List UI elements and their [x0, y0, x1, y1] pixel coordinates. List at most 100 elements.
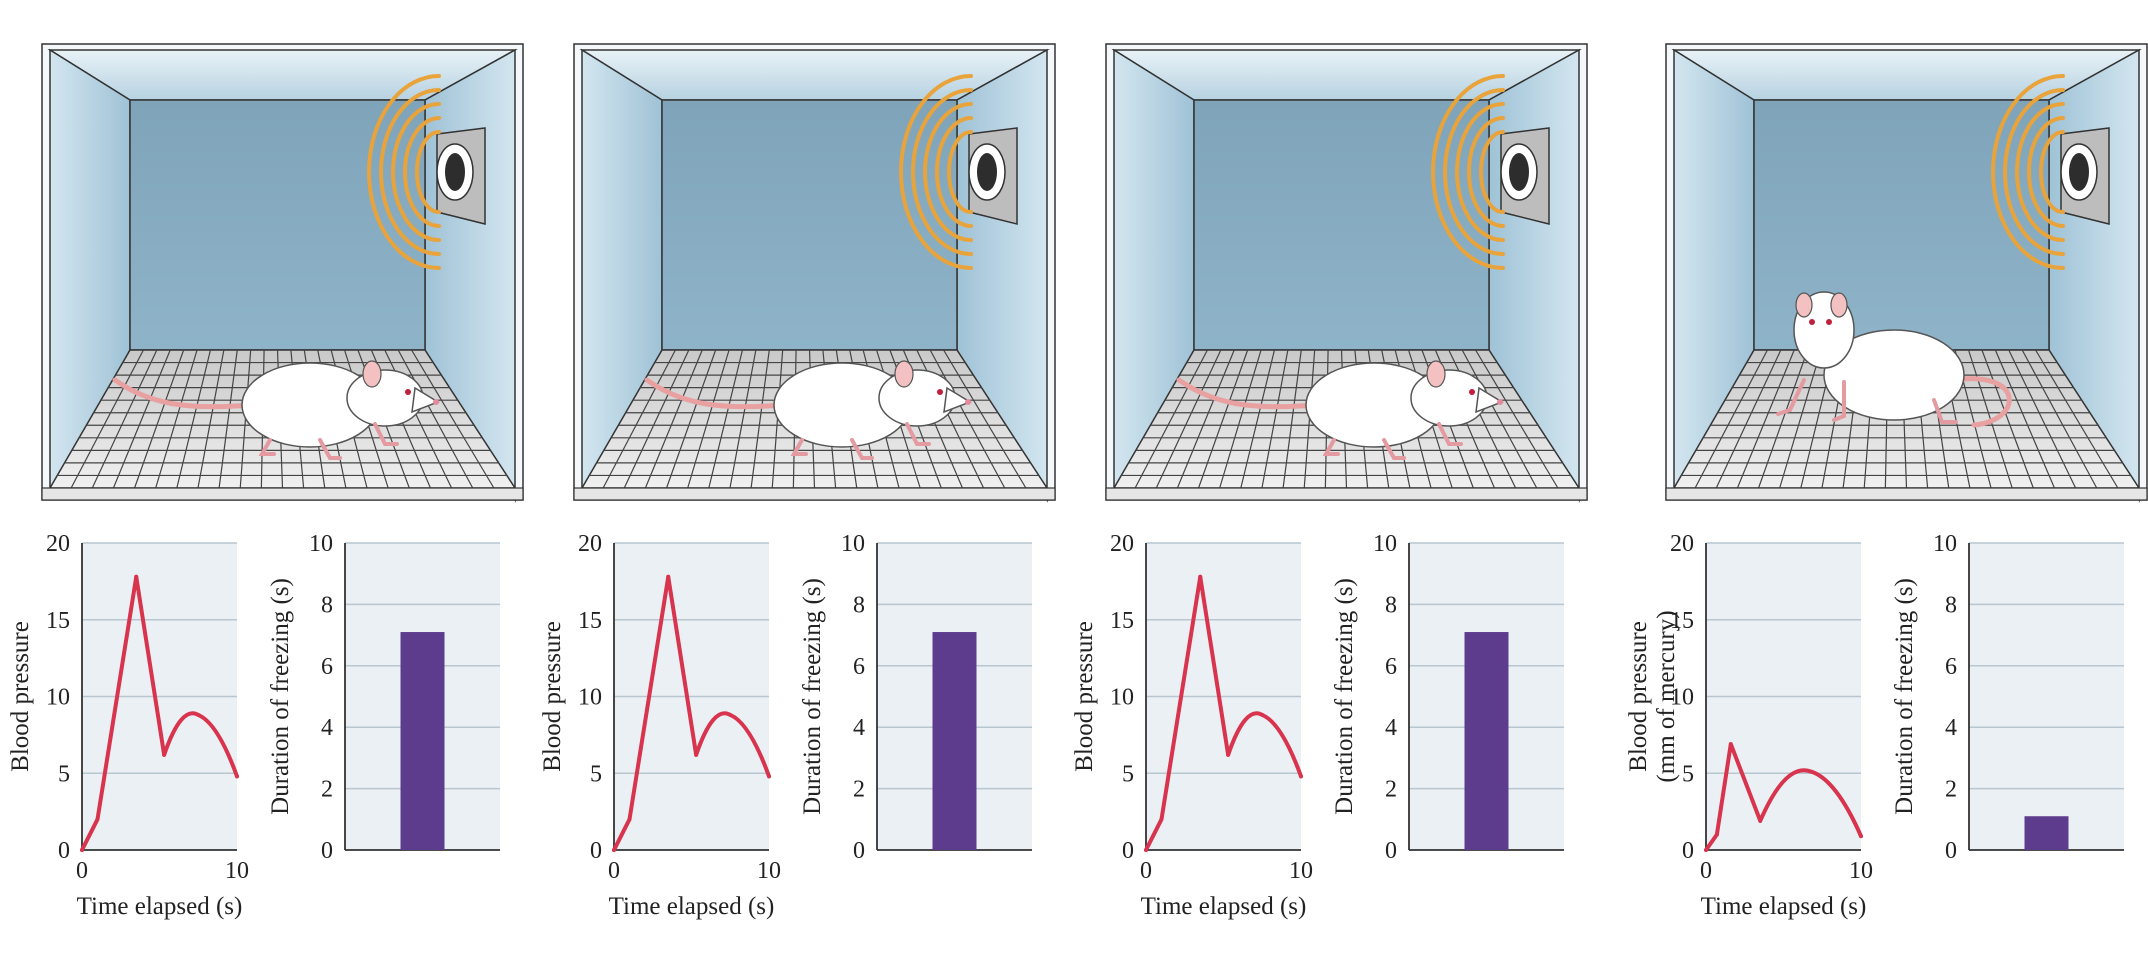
y-tick-label: 20 [578, 531, 602, 557]
x-tick-label: 10 [225, 858, 249, 884]
data-point [627, 817, 632, 822]
data-point [196, 712, 201, 717]
y-tick-label: 10 [1373, 531, 1397, 557]
y-tick-label: 0 [1385, 838, 1397, 864]
y-tick-label: 2 [1385, 777, 1397, 803]
freezing-duration-bar [400, 632, 445, 850]
y-axis-label: Blood pressure [7, 621, 34, 772]
data-point [134, 574, 139, 579]
y-tick-label: 5 [1122, 761, 1134, 787]
box-back-wall [1193, 99, 1490, 351]
y-tick-label: 10 [841, 531, 865, 557]
y-tick-label: 4 [1385, 715, 1397, 741]
x-axis-label: Time elapsed (s) [1141, 893, 1307, 920]
speaker-icon [436, 127, 486, 225]
rat-freezing-icon [1176, 360, 1504, 460]
data-point [1859, 834, 1863, 839]
data-point [767, 774, 771, 779]
y-tick-label: 6 [1385, 654, 1397, 680]
data-point [666, 574, 671, 579]
speaker-icon [968, 127, 1018, 225]
box-base [1665, 487, 2148, 501]
sound-waves-icon [367, 74, 441, 270]
data-point [1758, 818, 1763, 823]
y-tick-label: 0 [590, 838, 602, 864]
y-axis-label: Blood pressure [539, 621, 566, 772]
y-tick-label: 4 [321, 715, 333, 741]
y-tick-label: 8 [853, 592, 865, 618]
y-tick-label: 6 [321, 654, 333, 680]
y-tick-label: 8 [1945, 592, 1957, 618]
bar-chart-1: 0 2 4 6 8 10 Duration of freezing (s) [267, 531, 500, 864]
sound-waves-icon [1431, 74, 1505, 270]
freezing-duration-bar [1464, 632, 1509, 850]
line-chart-4: 0 5 10 15 20 0 10 Time elapsed (s) Blood pressur… [1625, 531, 1873, 920]
scene-4 [1665, 43, 2148, 503]
y-tick-label: 20 [1670, 531, 1694, 557]
y-tick-label: 0 [321, 838, 333, 864]
y-tick-label: 10 [1933, 531, 1957, 557]
bar-chart-4: 0 2 4 6 8 10 Duration of freezing (s) [1891, 531, 2124, 864]
y-tick-label: 0 [1682, 838, 1694, 864]
data-point [1728, 742, 1733, 747]
y-tick-label: 10 [309, 531, 333, 557]
x-axis-label: Time elapsed (s) [77, 893, 243, 920]
bar-chart-3: 0 2 4 6 8 10 Duration of freezing (s) [1331, 531, 1564, 864]
line-chart-3: 0 5 10 15 20 0 10 Time elapsed (s) Blood pressur… [1071, 531, 1313, 920]
sound-waves-icon [899, 74, 973, 270]
data-point [1226, 752, 1231, 757]
y-axis-label: Blood pressure [1071, 621, 1098, 772]
y-tick-label: 4 [1945, 715, 1957, 741]
x-tick-label: 0 [608, 858, 620, 884]
y-tick-label: 0 [853, 838, 865, 864]
y-tick-label: 0 [1945, 838, 1957, 864]
box-base [573, 487, 1056, 501]
box-base [41, 487, 524, 501]
y-tick-label: 4 [853, 715, 865, 741]
x-axis-label: Time elapsed (s) [1701, 893, 1867, 920]
y-axis-label: (mm of mercury) [1653, 610, 1680, 782]
rat-freezing-icon [112, 360, 440, 460]
y-tick-label: 2 [1945, 777, 1957, 803]
y-axis-label: Duration of freezing (s) [799, 578, 826, 815]
x-tick-label: 10 [757, 858, 781, 884]
y-axis-label: Blood pressure [1625, 621, 1652, 772]
y-tick-label: 20 [1110, 531, 1134, 557]
scene-1 [41, 43, 524, 503]
freezing-duration-bar [932, 632, 977, 850]
y-tick-label: 0 [58, 838, 70, 864]
data-point [1714, 832, 1719, 837]
y-tick-label: 0 [1122, 838, 1134, 864]
x-tick-label: 0 [76, 858, 88, 884]
data-point [1260, 712, 1265, 717]
data-point [1299, 774, 1303, 779]
data-point [1809, 769, 1814, 774]
data-point [1159, 817, 1164, 822]
y-tick-label: 6 [1945, 654, 1957, 680]
speaker-icon [2060, 127, 2110, 225]
y-tick-label: 5 [590, 761, 602, 787]
y-tick-label: 8 [321, 592, 333, 618]
data-point [612, 848, 616, 852]
y-tick-label: 10 [46, 685, 70, 711]
y-tick-label: 8 [1385, 592, 1397, 618]
data-point [95, 817, 100, 822]
data-point [162, 752, 167, 757]
x-tick-label: 10 [1849, 858, 1873, 884]
line-chart-2: 0 5 10 15 20 0 10 Time elapsed (s) Blood pressur… [539, 531, 781, 920]
y-tick-label: 2 [853, 777, 865, 803]
y-axis-label: Duration of freezing (s) [1331, 578, 1358, 815]
freezing-duration-bar [2024, 816, 2069, 850]
bar-chart-2: 0 2 4 6 8 10 Duration of freezing (s) [799, 531, 1032, 864]
scene-3 [1105, 43, 1588, 503]
y-tick-label: 15 [1670, 608, 1694, 634]
rat-alert-icon [1776, 291, 2012, 428]
y-tick-label: 10 [578, 685, 602, 711]
y-axis-label: Duration of freezing (s) [1891, 578, 1918, 815]
x-axis-label: Time elapsed (s) [609, 893, 775, 920]
y-tick-label: 2 [321, 777, 333, 803]
box-back-wall [661, 99, 958, 351]
y-tick-label: 15 [46, 608, 70, 634]
x-tick-label: 0 [1140, 858, 1152, 884]
